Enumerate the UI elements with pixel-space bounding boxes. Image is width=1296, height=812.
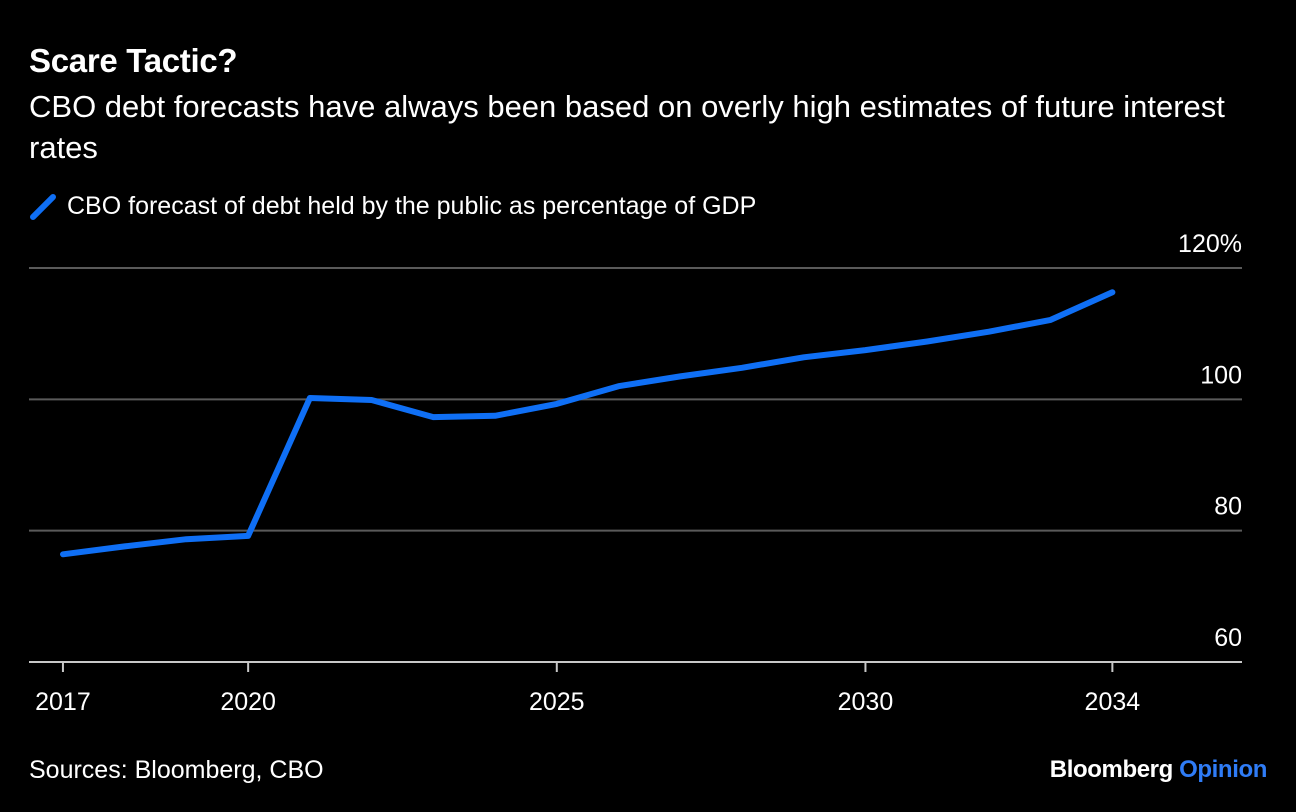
brand-logo: Bloomberg Opinion (1049, 756, 1268, 784)
y-tick-label: 60 (1214, 624, 1242, 652)
y-tick-label: 100 (1200, 361, 1242, 389)
y-tick-label: 80 (1214, 493, 1242, 521)
x-tick-label: 2030 (838, 688, 894, 716)
x-tick-label: 2020 (220, 688, 276, 716)
y-tick-label: 120% (1178, 230, 1242, 258)
brand-name: Bloomberg (1049, 756, 1173, 783)
legend-line-icon (30, 194, 56, 220)
x-tick-label: 2025 (529, 688, 585, 716)
series-line (60, 289, 1116, 558)
chart-subtitle: CBO debt forecasts have always been base… (29, 89, 1225, 165)
x-tick-label: 2034 (1085, 688, 1141, 716)
brand-accent: Opinion (1179, 756, 1267, 783)
x-tick-label: 2017 (35, 688, 91, 716)
legend-label: CBO forecast of debt held by the public … (67, 191, 757, 220)
legend: CBO forecast of debt held by the public … (29, 190, 756, 222)
chart-title: Scare Tactic? (29, 42, 238, 79)
source-note: Sources: Bloomberg, CBO (29, 756, 324, 784)
